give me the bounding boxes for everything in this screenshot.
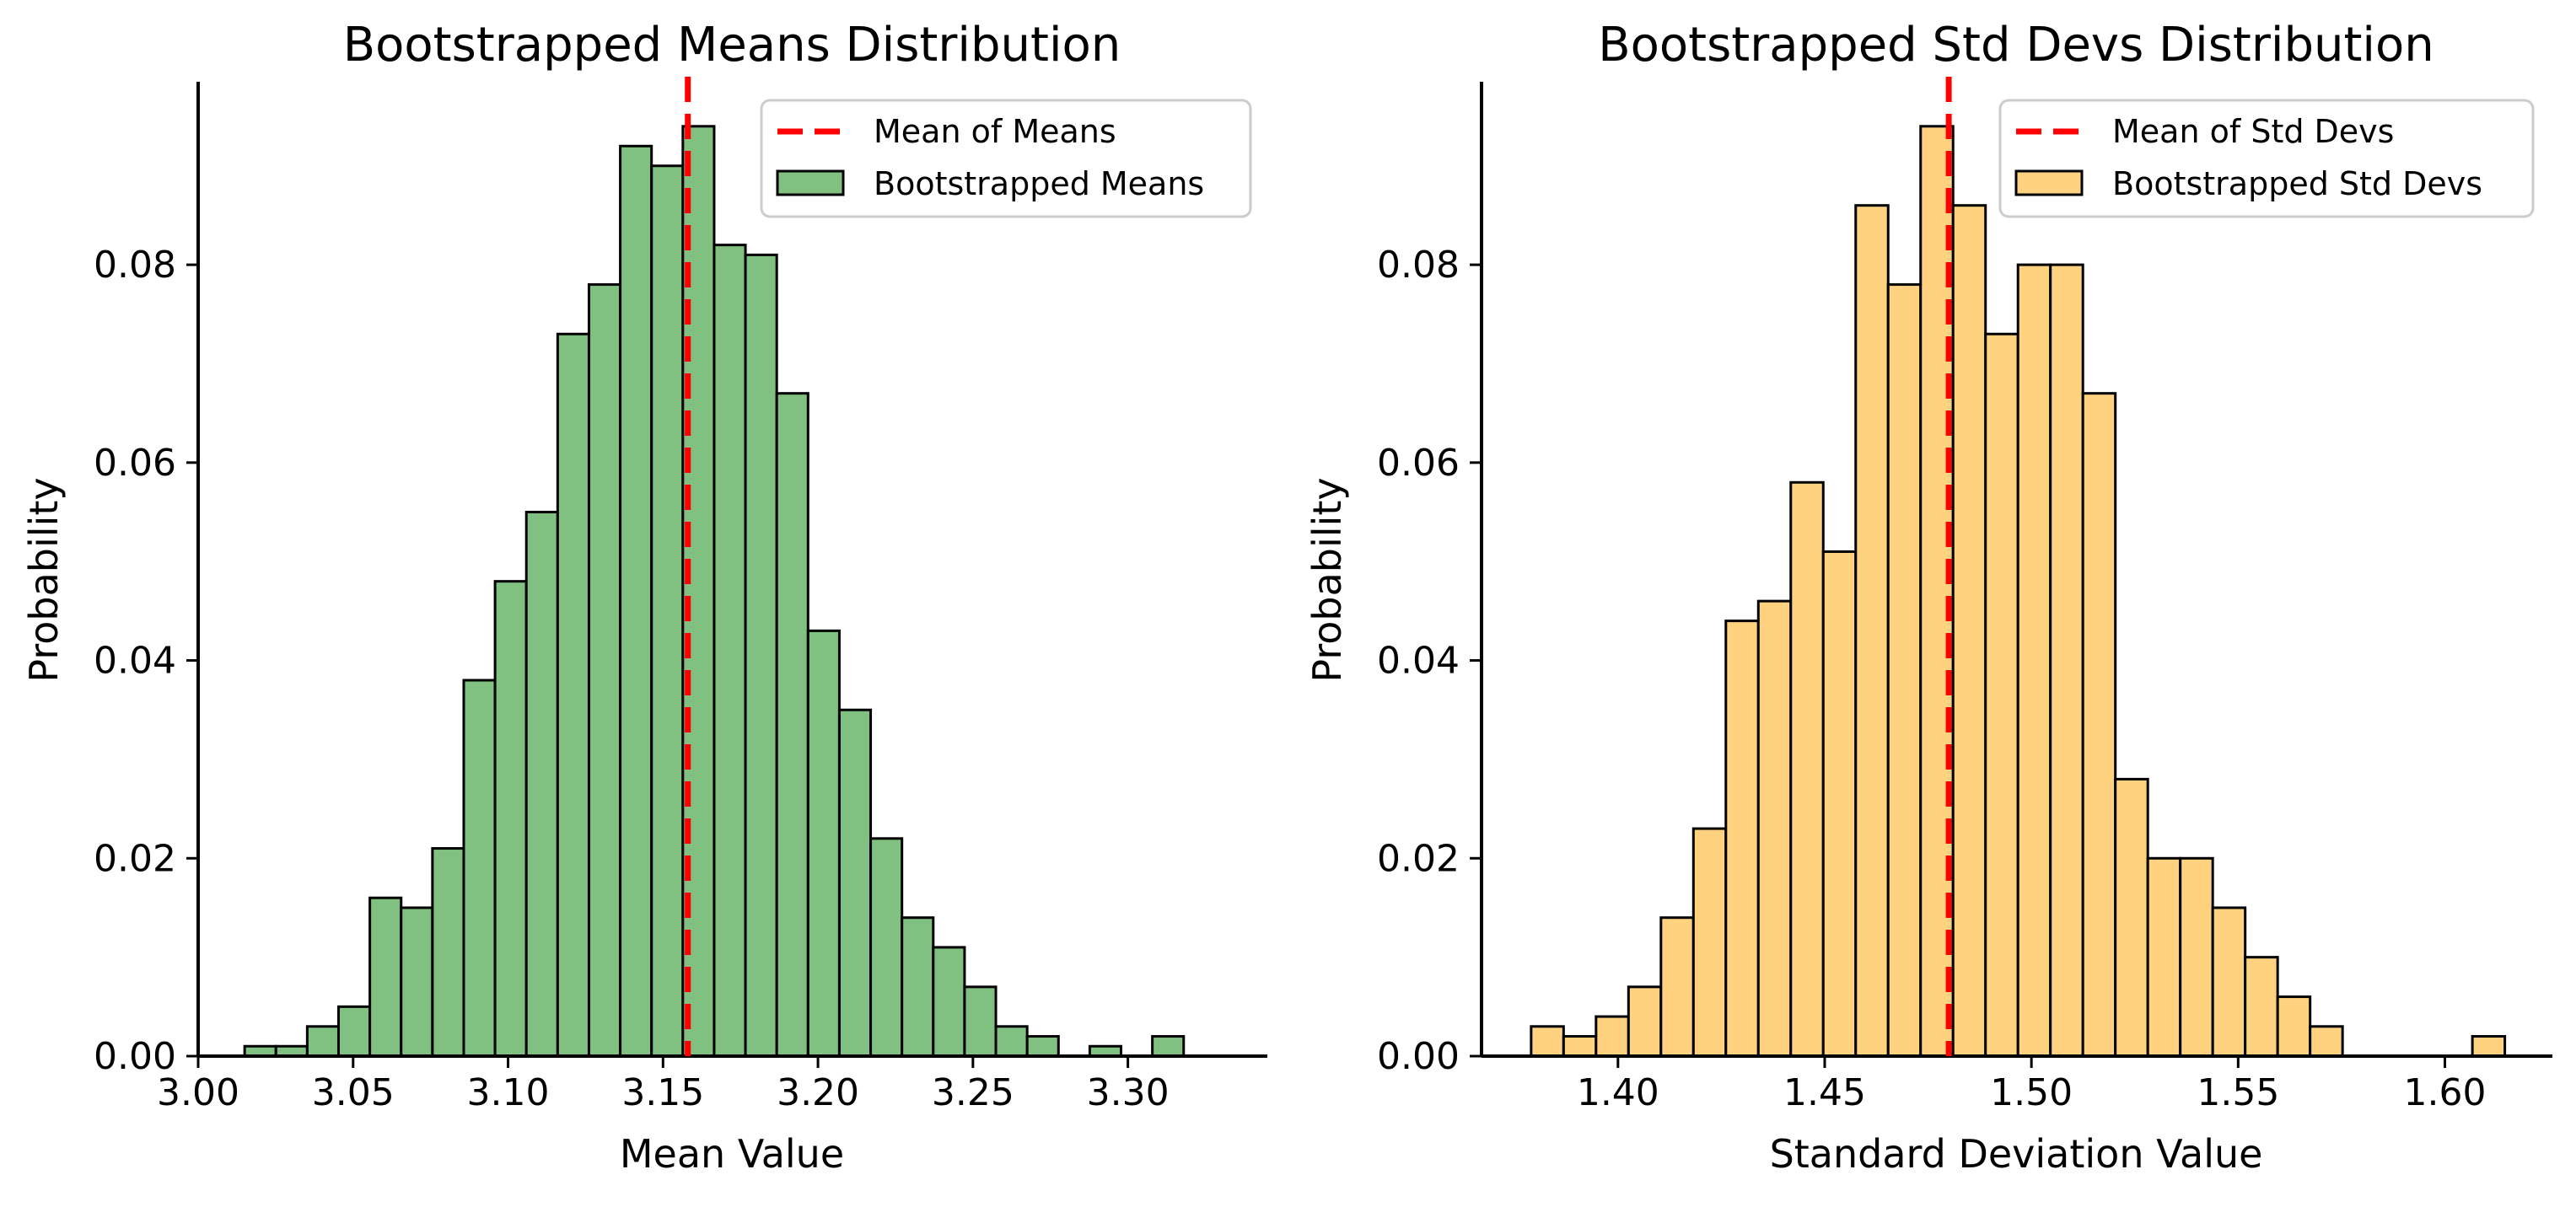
y-tick-label: 0.08 <box>94 244 176 287</box>
histogram-bar <box>2211 906 2247 1058</box>
histogram-bar <box>1562 1035 1598 1058</box>
histogram-bar <box>1530 1025 1565 1058</box>
x-tick-label: 1.45 <box>1783 1071 1866 1114</box>
histogram-bar <box>2309 1025 2344 1058</box>
x-tick-label: 3.05 <box>312 1071 395 1114</box>
legend-label-mean-of-means: Mean of Means <box>874 113 1116 150</box>
histogram-bar <box>837 708 873 1058</box>
y-tick-label: 0.06 <box>94 442 176 485</box>
histogram-bar <box>1724 620 1760 1058</box>
histogram-bar <box>2244 956 2279 1058</box>
histogram-bar <box>1691 827 1728 1058</box>
histogram-bar <box>305 1025 340 1058</box>
x-tick-label: 3.00 <box>157 1071 239 1114</box>
histogram-bar <box>744 253 778 1058</box>
y-axis-label: Probability <box>21 477 67 682</box>
histogram-bar <box>1984 332 2019 1058</box>
histogram-bar <box>1151 1035 1186 1058</box>
histogram-bar <box>2049 263 2084 1058</box>
histogram-bar <box>2114 777 2149 1058</box>
x-axis-label: Standard Deviation Value <box>1770 1131 2263 1177</box>
histogram-bar <box>713 244 747 1058</box>
histogram-bar <box>1627 985 1663 1058</box>
histogram-bar <box>493 580 528 1058</box>
legend-bar-swatch <box>2014 169 2084 196</box>
x-tick-label: 3.25 <box>932 1071 1014 1114</box>
histogram-bar <box>932 946 966 1058</box>
histogram-bar <box>431 847 465 1058</box>
chart-title: Bootstrapped Std Devs Distribution <box>1598 18 2434 72</box>
histogram-bar <box>368 896 403 1058</box>
legend-bar-swatch <box>776 169 845 196</box>
histogram-bar <box>806 629 841 1058</box>
histogram-bar <box>1886 283 1923 1058</box>
stddevs-histogram-panel: Bootstrapped Std Devs Distribution Stand… <box>1304 18 2552 1177</box>
histogram-bar <box>1854 204 1890 1058</box>
x-axis-label: Mean Value <box>620 1131 844 1177</box>
histogram-bar <box>2146 856 2182 1058</box>
legend: Mean of Means Bootstrapped Means <box>760 99 1252 218</box>
histogram-bar <box>556 332 590 1058</box>
chart-title: Bootstrapped Means Distribution <box>343 18 1121 72</box>
histogram-bar <box>2471 1035 2507 1058</box>
histogram-bar <box>1595 1015 1630 1058</box>
tick-group: 3.00 3.05 3.10 3.15 3.20 3.25 3.30 0.00 0.02 0.04… <box>94 244 1170 1114</box>
histogram-bar <box>1951 204 1987 1058</box>
histogram-bar <box>462 679 497 1058</box>
legend-frame <box>1998 99 2535 218</box>
histogram-bar <box>963 985 998 1058</box>
tick-group: 1.40 1.45 1.50 1.55 1.60 0.00 0.02 0.04 0.06 0.08 <box>1377 244 2486 1114</box>
legend-frame <box>760 99 1252 218</box>
histogram-bar <box>775 392 809 1058</box>
bar-group <box>243 125 1186 1058</box>
histogram-bar <box>619 144 653 1058</box>
histogram-bar <box>994 1025 1029 1058</box>
y-tick-label: 0.08 <box>1377 244 1460 287</box>
x-tick-label: 3.30 <box>1087 1071 1170 1114</box>
histogram-bar <box>524 511 559 1058</box>
histogram-bar <box>400 906 434 1058</box>
histogram-bar <box>1659 916 1695 1058</box>
histogram-bar <box>2179 856 2214 1058</box>
legend: Mean of Std Devs Bootstrapped Std Devs <box>1998 99 2535 218</box>
y-tick-label: 0.02 <box>94 837 176 880</box>
y-tick-label: 0.00 <box>94 1035 176 1078</box>
y-tick-label: 0.04 <box>94 640 176 683</box>
histogram-bar <box>1025 1035 1060 1058</box>
y-tick-label: 0.02 <box>1377 837 1460 880</box>
x-tick-label: 1.60 <box>2404 1071 2487 1114</box>
histogram-bar <box>650 164 685 1058</box>
x-tick-label: 1.40 <box>1577 1071 1659 1114</box>
histogram-bar <box>587 283 622 1058</box>
histogram-bar <box>1756 599 1793 1058</box>
x-tick-label: 1.55 <box>2197 1071 2279 1114</box>
y-tick-label: 0.04 <box>1377 640 1460 683</box>
legend-label-bootstrapped-std-devs: Bootstrapped Std Devs <box>2112 165 2482 202</box>
y-tick-label: 0.00 <box>1377 1035 1460 1078</box>
histogram-bar <box>1821 550 1858 1058</box>
bar-group <box>1530 125 2507 1058</box>
histogram-bar <box>2016 263 2052 1058</box>
y-axis-label: Probability <box>1304 477 1350 682</box>
histogram-bar <box>869 837 904 1058</box>
histogram-bar <box>901 916 935 1058</box>
legend-label-mean-of-std-devs: Mean of Std Devs <box>2112 113 2394 150</box>
x-tick-label: 3.20 <box>777 1071 859 1114</box>
x-tick-label: 3.15 <box>621 1071 704 1114</box>
histogram-bar <box>2276 995 2312 1058</box>
y-tick-label: 0.06 <box>1377 442 1460 485</box>
histogram-bar <box>1789 480 1825 1058</box>
x-tick-label: 1.50 <box>1990 1071 2073 1114</box>
x-tick-label: 3.10 <box>467 1071 550 1114</box>
means-histogram-panel: Bootstrapped Means Distribution Mean Val… <box>21 18 1267 1177</box>
histogram-bar <box>2081 392 2117 1058</box>
histogram-bar <box>336 1005 372 1058</box>
legend-label-bootstrapped-means: Bootstrapped Means <box>874 165 1204 202</box>
